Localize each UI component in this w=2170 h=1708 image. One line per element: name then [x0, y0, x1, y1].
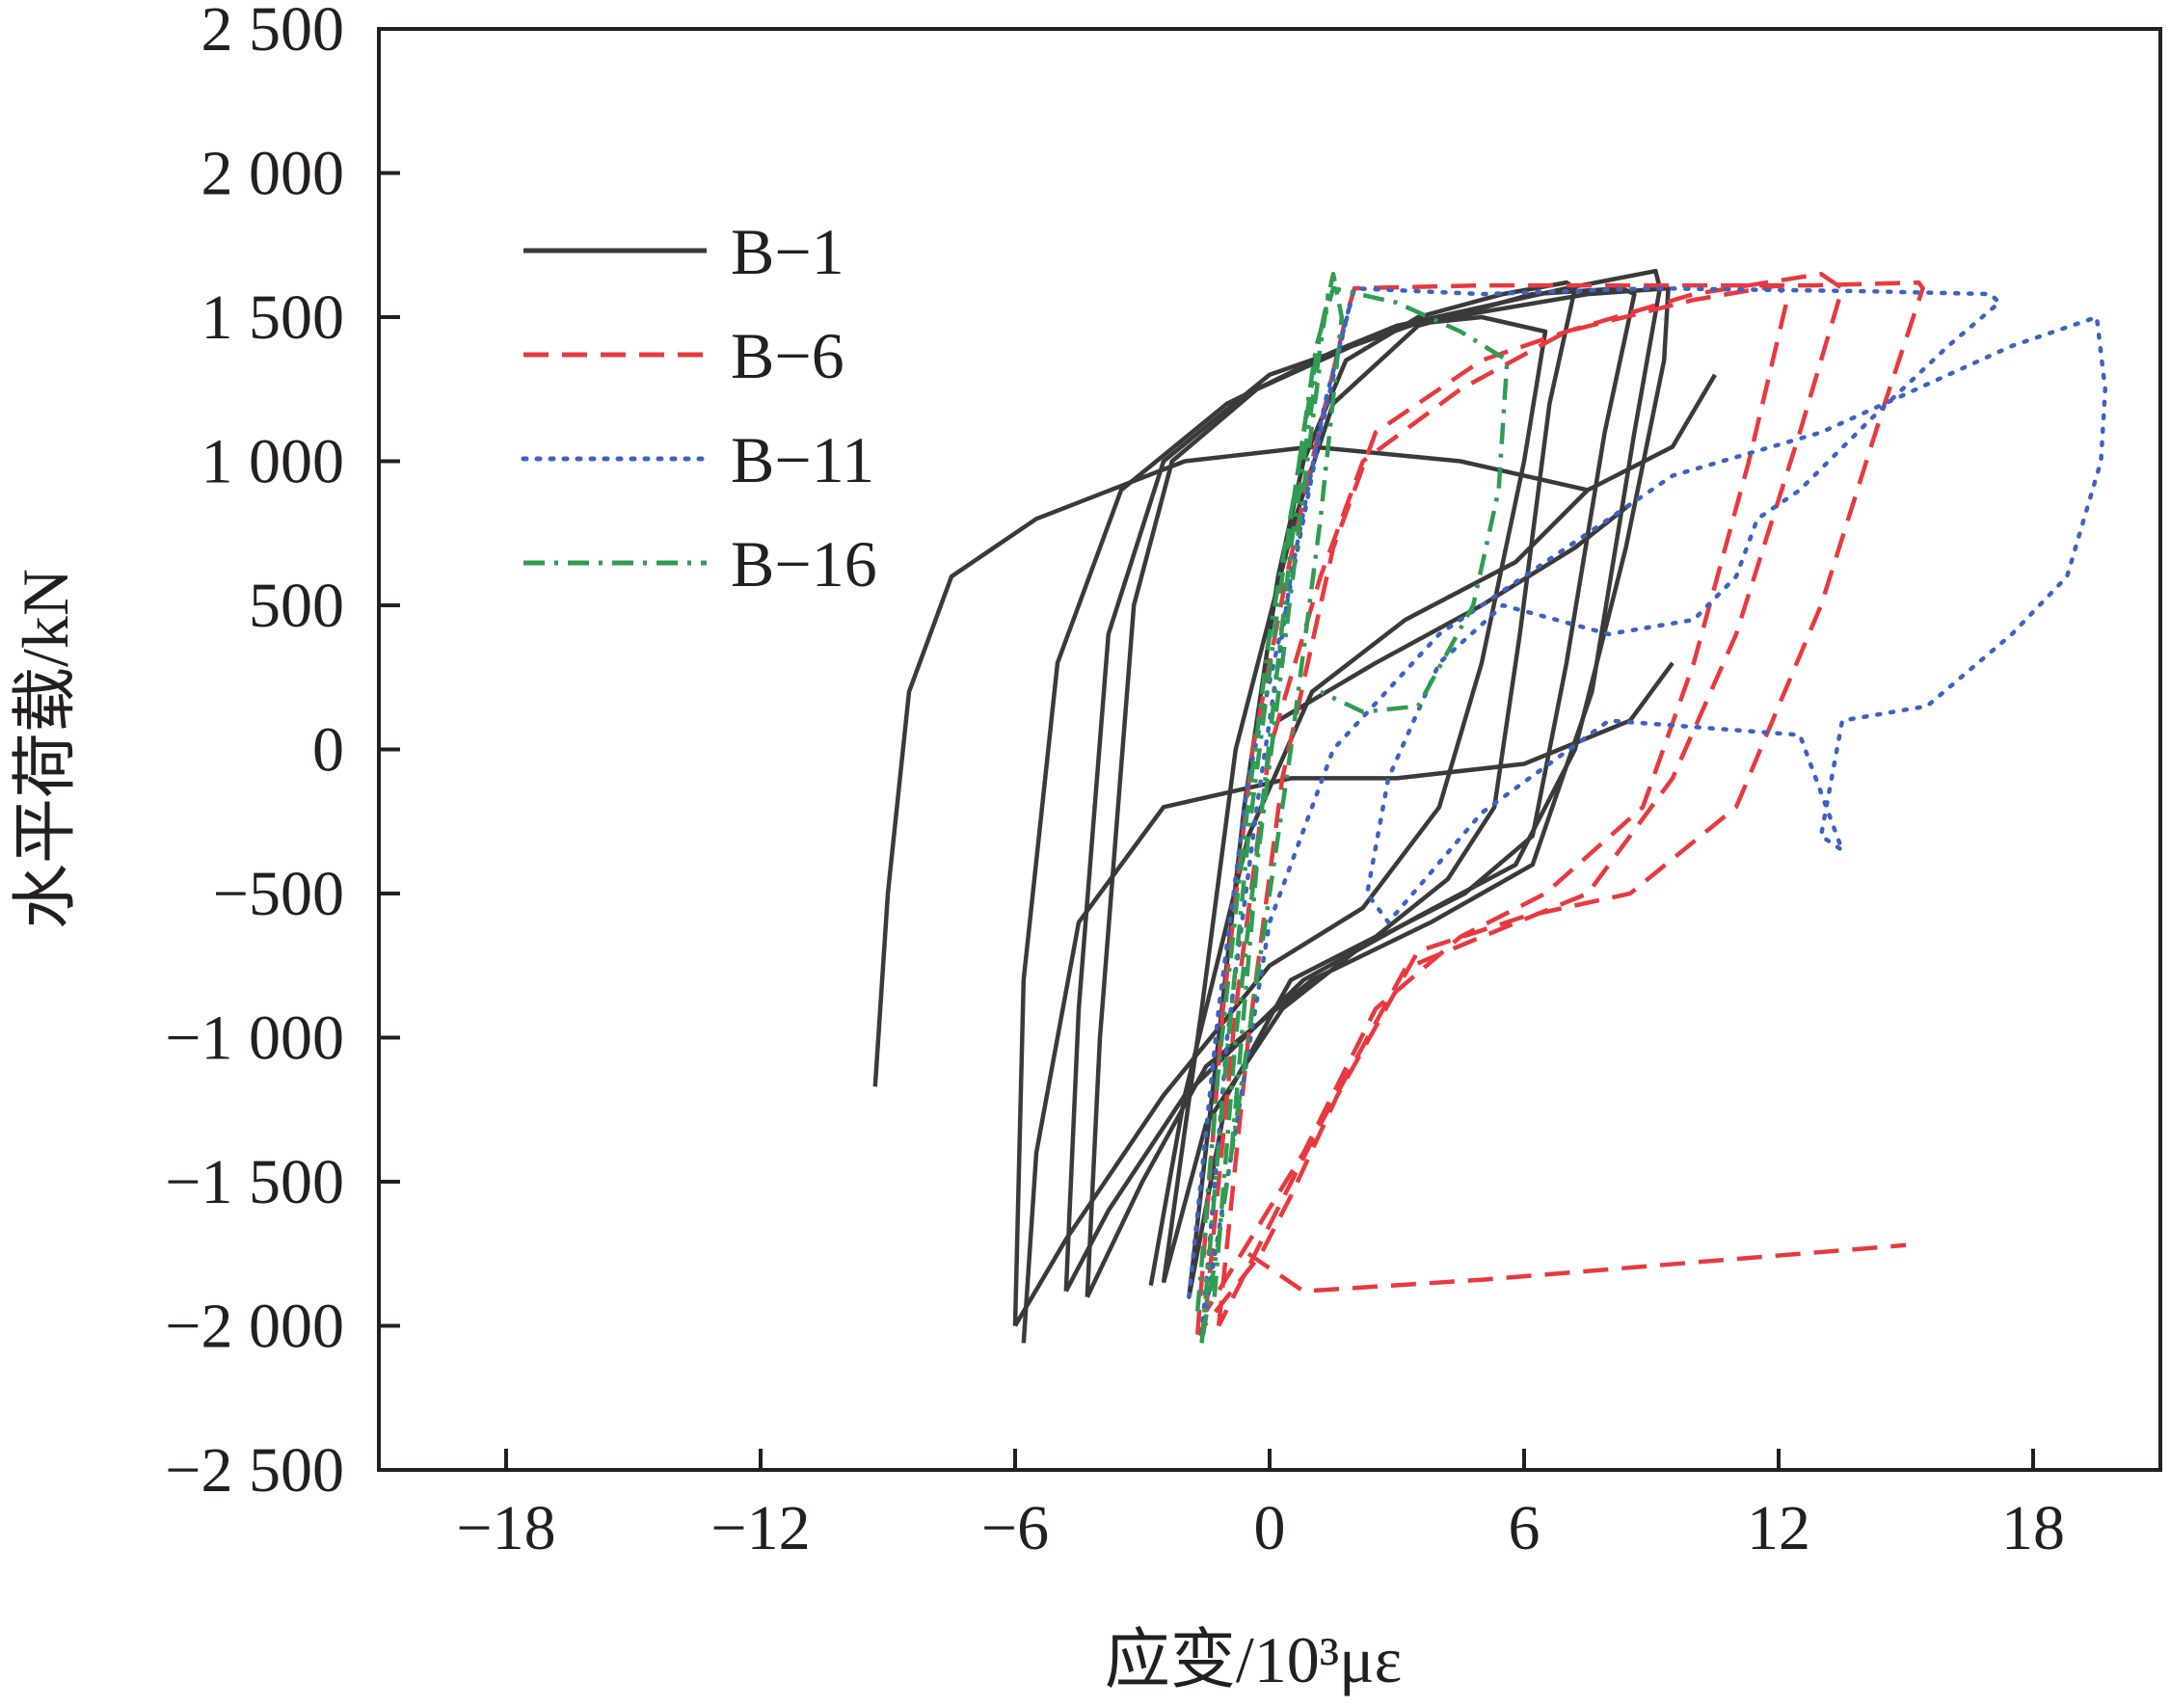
series-0-loop-2	[1085, 268, 1663, 1298]
y-axis-title: 水平荷载/kN	[9, 569, 82, 929]
x-axis-title: 应变/10³με	[1105, 1623, 1402, 1696]
series-3	[1194, 271, 1510, 1344]
x-tick-label: −12	[710, 1493, 810, 1563]
x-tick-label: 18	[2001, 1493, 2065, 1563]
series-1-loop-1	[1216, 271, 1845, 1327]
tick-layer: −18 −12 −6 0 6 12 18 2 500 2 000 1 500 1 000 500 0 −5…	[165, 0, 2065, 1563]
series-0-loop-6	[1021, 661, 1674, 1344]
y-tick-label: 0	[312, 715, 344, 786]
series-0-loop-5	[872, 373, 1717, 1087]
x-tick-label: −18	[456, 1493, 555, 1563]
y-tick-label: −1 000	[165, 1003, 344, 1074]
x-tick-label: 0	[1254, 1493, 1286, 1563]
series-3-loop-0	[1199, 271, 1345, 1344]
series-0-loop-7	[1276, 502, 1632, 723]
y-tick-label: 1 000	[201, 427, 345, 497]
y-tick-label: −1 500	[165, 1147, 344, 1217]
y-tick-label: −500	[213, 859, 344, 929]
y-tick-label: −2 500	[165, 1435, 344, 1506]
series-layer	[872, 268, 2108, 1344]
series-0	[872, 268, 1717, 1344]
series-3-loop-3	[1229, 360, 1324, 1154]
y-tick-label: 2 500	[201, 0, 345, 65]
legend-label: B−11	[731, 423, 874, 496]
y-tick-label: 500	[249, 571, 344, 641]
y-tick-label: −2 000	[165, 1292, 344, 1362]
y-tick-label: 1 500	[201, 282, 345, 353]
series-3-loop-1	[1212, 287, 1331, 1297]
series-1-loop-3	[1246, 1242, 1907, 1294]
series-2-loop-0	[1199, 285, 2108, 1337]
x-tick-label: 12	[1747, 1493, 1810, 1563]
y-tick-label: 2 000	[201, 139, 345, 209]
legend-label: B−16	[731, 527, 877, 600]
series-0-loop-8	[1148, 488, 1590, 1286]
series-3-loop-2	[1194, 285, 1510, 1312]
series-0-loop-4	[1012, 314, 1548, 1327]
legend: B−1 B−6 B−11 B−16	[521, 215, 877, 600]
x-tick-label: −6	[981, 1493, 1049, 1563]
series-1-loop-2	[1203, 282, 1790, 1313]
x-tick-label: 6	[1509, 1493, 1540, 1563]
legend-label: B−6	[731, 319, 844, 392]
series-0-loop-3	[1063, 285, 1671, 1293]
legend-label: B−1	[731, 215, 844, 288]
